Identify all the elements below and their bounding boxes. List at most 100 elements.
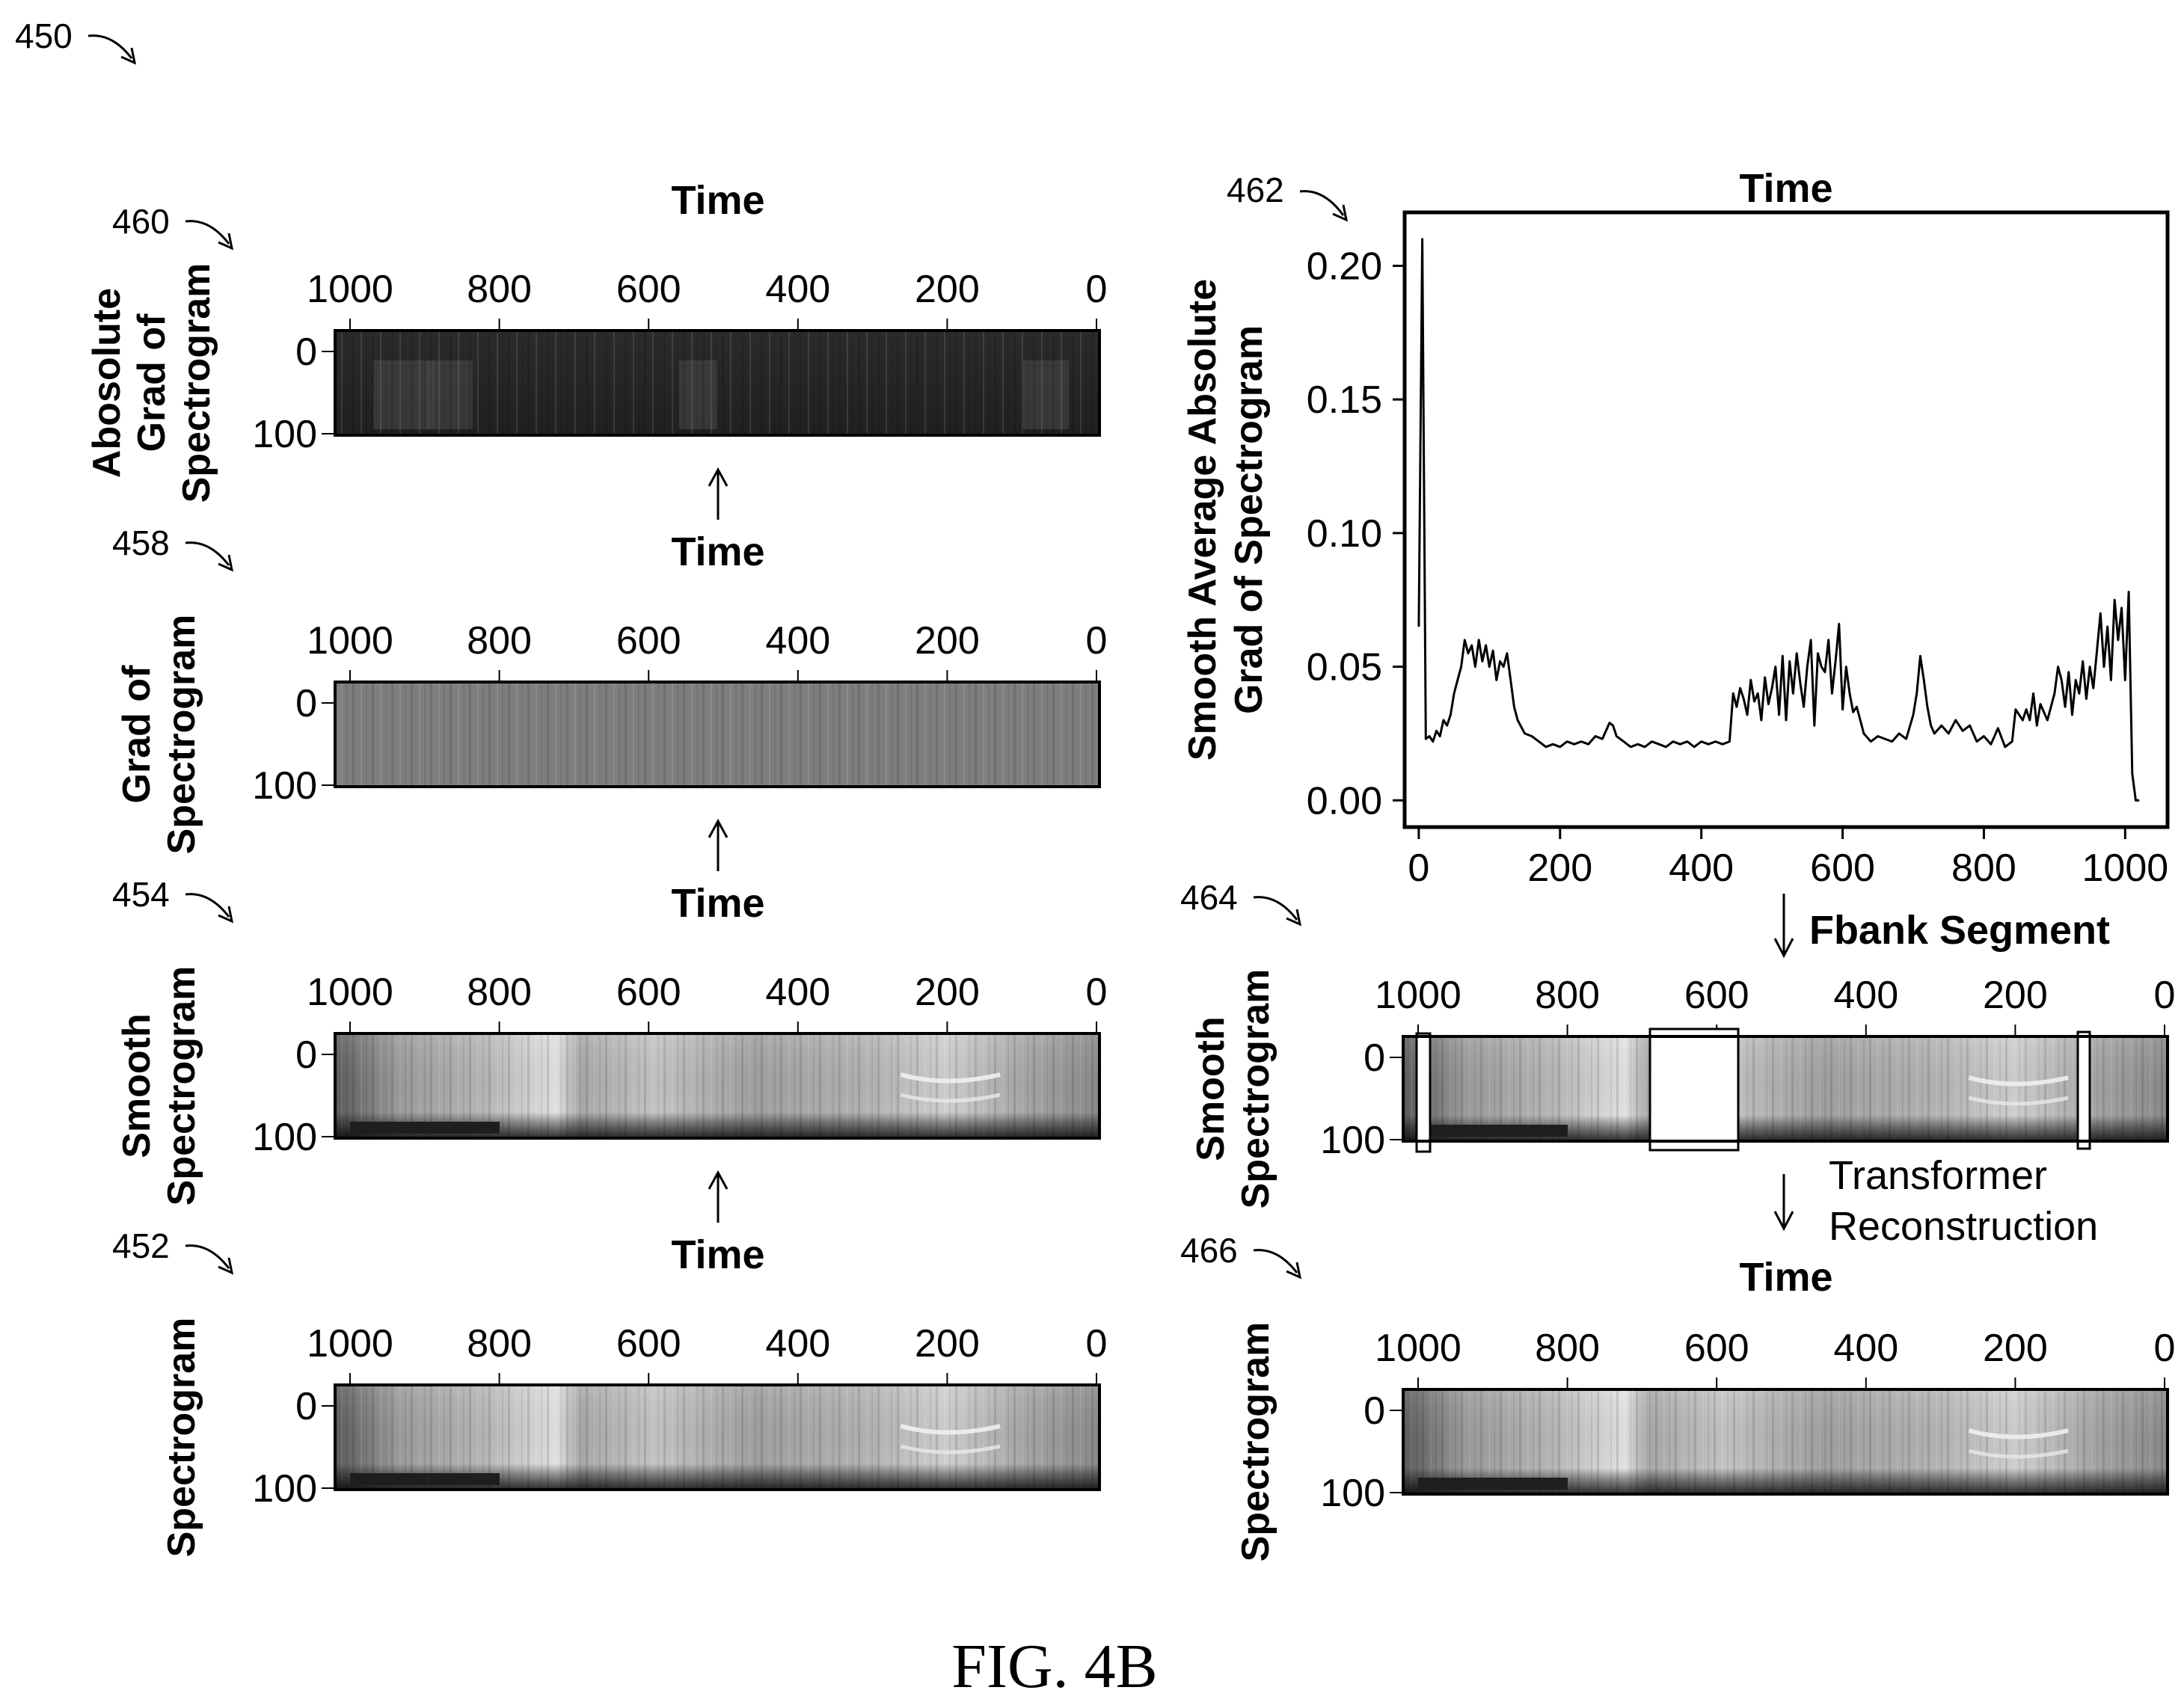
transformer-label: Transformer: [1829, 1153, 2047, 1198]
panel-y-tick-label: 100: [252, 764, 317, 808]
panel-ref-number: 460: [112, 202, 170, 241]
panel-ref-leader: [185, 1244, 230, 1269]
panel-ylabel-line: Grad of: [115, 665, 159, 804]
arrow-452-to-454: [708, 1170, 728, 1223]
panel-y-tick-label: 100: [252, 1467, 317, 1511]
panel-time-label: Fbank Segment: [1809, 908, 2110, 953]
panel-border: [334, 681, 1101, 788]
panel-border: [334, 329, 1101, 437]
panel-texture: [1968, 1449, 2069, 1459]
panel-texture: [900, 1072, 1001, 1084]
panel-texture: [1418, 1478, 1568, 1490]
panel-460: 460 Time 1000 800 600 400 200 0 0 100 Abosolute Gra…: [85, 178, 1107, 503]
panel-x-tick-label: 400: [1833, 1327, 1898, 1370]
panel-ref-leader: [1253, 1249, 1298, 1274]
panel-466: 466 Time 1000 800 600 400 200 0 0 100 Spectrogram: [1180, 1231, 2175, 1561]
panel-ref-arrowhead: [218, 906, 234, 924]
line-chart-462: 462 Time 0.00 0.05 0.10 0.15 0.20 0 200 400 600…: [1181, 166, 2170, 890]
panel-x-tick-label: 200: [915, 268, 980, 311]
panel-ref-leader: [185, 893, 230, 918]
panel-x-tick-label: 800: [1535, 1327, 1600, 1370]
panel-ref-leader: [185, 541, 230, 566]
panel-x-tick-label: 1000: [307, 268, 393, 311]
mask-segment-left: [1415, 1032, 1432, 1153]
panel-texture: [350, 1473, 500, 1485]
panel-x-tick-label: 0: [1086, 1322, 1108, 1365]
mask-segment-middle: [1648, 1027, 1740, 1152]
panel-454: 454 Time 1000 800 600 400 200 0 0 100 Smooth Spectr…: [112, 875, 1107, 1205]
chart-y-tick-label: 0.00: [1307, 779, 1382, 823]
panel-y-tick-label: 0: [295, 682, 317, 725]
chart-series-line: [1417, 238, 2140, 802]
figure-ref-number: 450: [15, 16, 73, 55]
chart-y-ticks: 0.00 0.05 0.10 0.15 0.20: [1307, 245, 1405, 823]
panel-y-tick-label: 100: [1320, 1472, 1385, 1515]
chart-x-tick-label: 0: [1408, 847, 1429, 890]
panel-texture: [335, 1033, 1099, 1138]
panel-y-tick-label: 0: [1364, 1389, 1385, 1433]
arrow-458-to-460: [708, 467, 728, 520]
reconstruction-label: Reconstruction: [1829, 1204, 2098, 1249]
panel-ref-leader: [1253, 896, 1298, 921]
panel-ylabel-line: Spectrogram: [160, 615, 203, 855]
panel-x-tick-label: 800: [467, 619, 532, 663]
chart-x-tick-label: 200: [1527, 847, 1592, 890]
panel-x-tick-label: 400: [1833, 974, 1898, 1017]
chart-ref-leader: [1299, 190, 1345, 216]
panel-texture: [350, 1122, 500, 1134]
panel-ylabel-line: Spectrogram: [160, 966, 203, 1206]
panel-ylabel-line: Spectrogram: [160, 1318, 203, 1558]
chart-y-tick-label: 0.15: [1307, 378, 1382, 422]
panel-time-label: Time: [1739, 1255, 1832, 1300]
panel-ref-arrowhead: [218, 1257, 234, 1275]
panel-ylabel-line: Spectrogram: [175, 263, 218, 503]
chart-x-tick-label: 400: [1669, 847, 1734, 890]
panel-x-tick-label: 0: [1086, 971, 1108, 1014]
panel-ref-arrowhead: [1286, 909, 1302, 927]
panel-x-tick-label: 800: [467, 971, 532, 1014]
panel-texture: [1418, 1125, 1568, 1137]
chart-x-tick-label: 1000: [2082, 847, 2168, 890]
chart-y-tick-label: 0.20: [1307, 245, 1382, 288]
panel-y-tick-label: 100: [252, 413, 317, 456]
chart-x-ticks: 0 200 400 600 800 1000: [1408, 827, 2168, 890]
chart-y-tick-label: 0.05: [1307, 646, 1382, 689]
panel-464: 464 Fbank Segment 1000 800 600 400 200 0 0 100 Smo…: [1180, 878, 2175, 1208]
panel-ref-number: 466: [1180, 1231, 1238, 1270]
panel-y-tick-label: 0: [295, 1385, 317, 1428]
panel-x-tick-label: 600: [1684, 974, 1749, 1017]
panel-texture: [900, 1424, 1001, 1435]
panel-texture: [900, 1444, 1001, 1454]
panel-texture: [1403, 1389, 2168, 1494]
mask-segment-right: [2076, 1030, 2091, 1150]
panel-ylabel-line: Spectrogram: [1234, 1322, 1277, 1562]
panel-time-label: Time: [671, 1232, 764, 1277]
chart-x-tick-label: 800: [1951, 847, 2016, 890]
panel-y-tick-label: 100: [1320, 1119, 1385, 1162]
panel-x-tick-label: 1000: [307, 971, 393, 1014]
panel-texture: [1968, 1096, 2069, 1106]
panel-texture: [335, 331, 1099, 435]
panel-x-tick-label: 1000: [307, 619, 393, 663]
panel-x-tick-label: 1000: [1375, 1327, 1461, 1370]
panel-ylabel-line: Abosolute: [85, 288, 129, 478]
panel-ref-number: 464: [1180, 878, 1238, 917]
panel-ylabel-line: Smooth: [115, 1013, 159, 1158]
panel-x-tick-label: 400: [765, 268, 830, 311]
panel-x-tick-label: 0: [2154, 1327, 2176, 1370]
panel-y-tick-label: 0: [1364, 1036, 1385, 1080]
arrow-462-to-464: [1773, 894, 1794, 959]
right-flow-arrows: Transformer Reconstruction: [1773, 894, 2098, 1249]
chart-ylabel-line1: Smooth Average Absolute: [1181, 279, 1224, 761]
panel-time-label: Time: [671, 881, 764, 926]
panel-452: 452 Time 1000 800 600 400 200 0 0 100 Spectrogram: [112, 1226, 1107, 1557]
panel-y-tick-label: 0: [295, 1033, 317, 1077]
panel-border: [1402, 1035, 2169, 1143]
panel-border: [1402, 1388, 2169, 1496]
arrow-464-to-466: [1773, 1174, 1794, 1232]
panel-time-label: Time: [671, 529, 764, 574]
chart-ylabel-line2: Grad of Spectrogram: [1227, 325, 1271, 714]
